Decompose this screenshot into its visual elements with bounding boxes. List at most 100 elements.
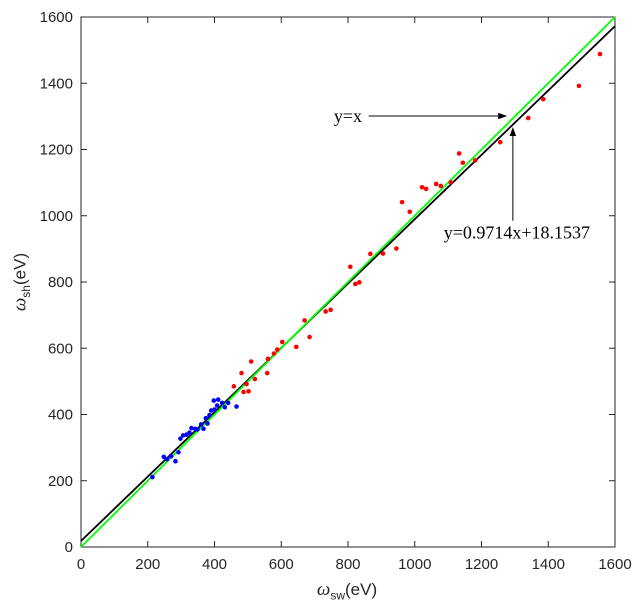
blue-points-point [195, 427, 200, 432]
blue-points-point [225, 400, 231, 406]
red-points-point [279, 339, 285, 345]
red-points-point [407, 209, 413, 215]
red-points-point [433, 181, 439, 187]
red-points-point [274, 347, 280, 352]
blue-points-point [234, 404, 239, 409]
red-points-point [302, 318, 307, 323]
blue-points-point [164, 456, 170, 462]
omega-symbol: ω [9, 297, 31, 312]
x-axis-label: ωsw(eV) [316, 579, 378, 603]
blue-points-point [205, 421, 210, 426]
blue-points-point [150, 474, 155, 480]
y-tick-label: 600 [48, 340, 73, 357]
blue-points-point [214, 403, 220, 408]
x-tick-label: 1600 [598, 556, 631, 573]
x-ticks [80, 17, 616, 547]
x-tick-label: 1000 [398, 556, 431, 573]
red-points-point [244, 381, 249, 387]
red-points-point [525, 115, 531, 121]
red-points-point [328, 307, 333, 313]
x-tick-label: 600 [269, 556, 294, 573]
blue-points-point [178, 436, 183, 441]
identity-annotation-arrowhead [498, 112, 508, 120]
blue-points-point [211, 398, 217, 403]
red-points-point [399, 199, 405, 205]
red-points-point [438, 183, 444, 189]
red-points-point [423, 186, 429, 192]
y-tick-labels: 0 200 400 600 800 1000 1200 1400 1600 [40, 9, 73, 556]
x-tick-label: 200 [135, 556, 160, 573]
red-points-point [252, 376, 258, 382]
blue-points-point [168, 453, 174, 459]
y-ticks [81, 16, 615, 548]
y-tick-label: 1600 [40, 9, 73, 26]
blue-points-point [219, 400, 225, 406]
red-points-point [353, 281, 358, 287]
x-tick-label: 800 [335, 556, 360, 573]
blue-points-point [198, 422, 204, 427]
red-points-point [497, 139, 503, 145]
red-points-point [597, 51, 603, 57]
red-points-point [472, 158, 478, 163]
red-points-point [456, 151, 462, 156]
blue-points-point [189, 425, 194, 431]
blue-points-point [176, 449, 181, 455]
blue-points-point [161, 454, 167, 460]
x-tick-label: 1400 [532, 556, 565, 573]
red-points-point [323, 309, 328, 314]
red-points-point [293, 344, 299, 350]
red-points-point [576, 83, 582, 89]
red-points-point [540, 96, 546, 102]
y-axis-label: ωsh(eV) [9, 252, 33, 312]
x-tick-labels: 0 200 400 600 800 1000 1200 1400 1600 [77, 556, 632, 573]
red-points-point [448, 179, 454, 185]
x-axis-label-subscript: sw [330, 588, 345, 603]
red-points-point [460, 160, 466, 166]
fit-line [80, 25, 616, 542]
y-tick-label: 1200 [40, 142, 73, 159]
y-axis-label-subscript: sh [18, 285, 33, 298]
y-axis-label-unit: (eV) [10, 252, 30, 286]
red-points-point [271, 351, 277, 356]
blue-points-point [173, 458, 178, 464]
red-points-point [380, 251, 386, 256]
y-tick-label: 0 [65, 539, 73, 556]
identity-annotation: y=x [334, 106, 508, 126]
y-tick-label: 400 [48, 407, 73, 424]
fit-annotation: y=0.9714x+18.1537 [444, 126, 590, 242]
red-points-point [394, 246, 399, 251]
blue-points-point [203, 415, 209, 421]
red-points-point [307, 334, 312, 340]
blue-points-point [201, 426, 206, 432]
omega-symbol: ω [316, 579, 331, 600]
x-tick-label: 1200 [465, 556, 498, 573]
red-points-point [368, 251, 373, 257]
red-points [231, 51, 603, 395]
red-points-point [265, 356, 271, 362]
x-tick-label: 400 [202, 556, 227, 573]
y-tick-label: 1400 [40, 75, 73, 92]
x-axis-label-unit: (eV) [344, 580, 378, 599]
red-points-point [348, 264, 353, 270]
fit-annotation-arrowhead [509, 126, 517, 136]
blue-points [150, 397, 239, 480]
red-points-point [357, 280, 362, 285]
red-points-point [231, 384, 237, 389]
y-tick-label: 800 [48, 274, 73, 291]
red-points-point [248, 359, 254, 364]
blue-points-point [212, 407, 217, 412]
blue-points-point [215, 397, 221, 402]
blue-points-point [187, 430, 192, 436]
red-points-point [241, 389, 246, 395]
red-points-point [246, 389, 251, 394]
blue-points-point [222, 404, 228, 410]
red-points-point [239, 370, 244, 376]
identity-annotation-text: y=x [334, 106, 362, 126]
fit-annotation-text: y=0.9714x+18.1537 [444, 222, 590, 242]
y-tick-label: 200 [48, 473, 73, 490]
blue-points-point [207, 412, 212, 418]
red-points-point [264, 370, 270, 376]
x-tick-label: 0 [77, 556, 85, 573]
